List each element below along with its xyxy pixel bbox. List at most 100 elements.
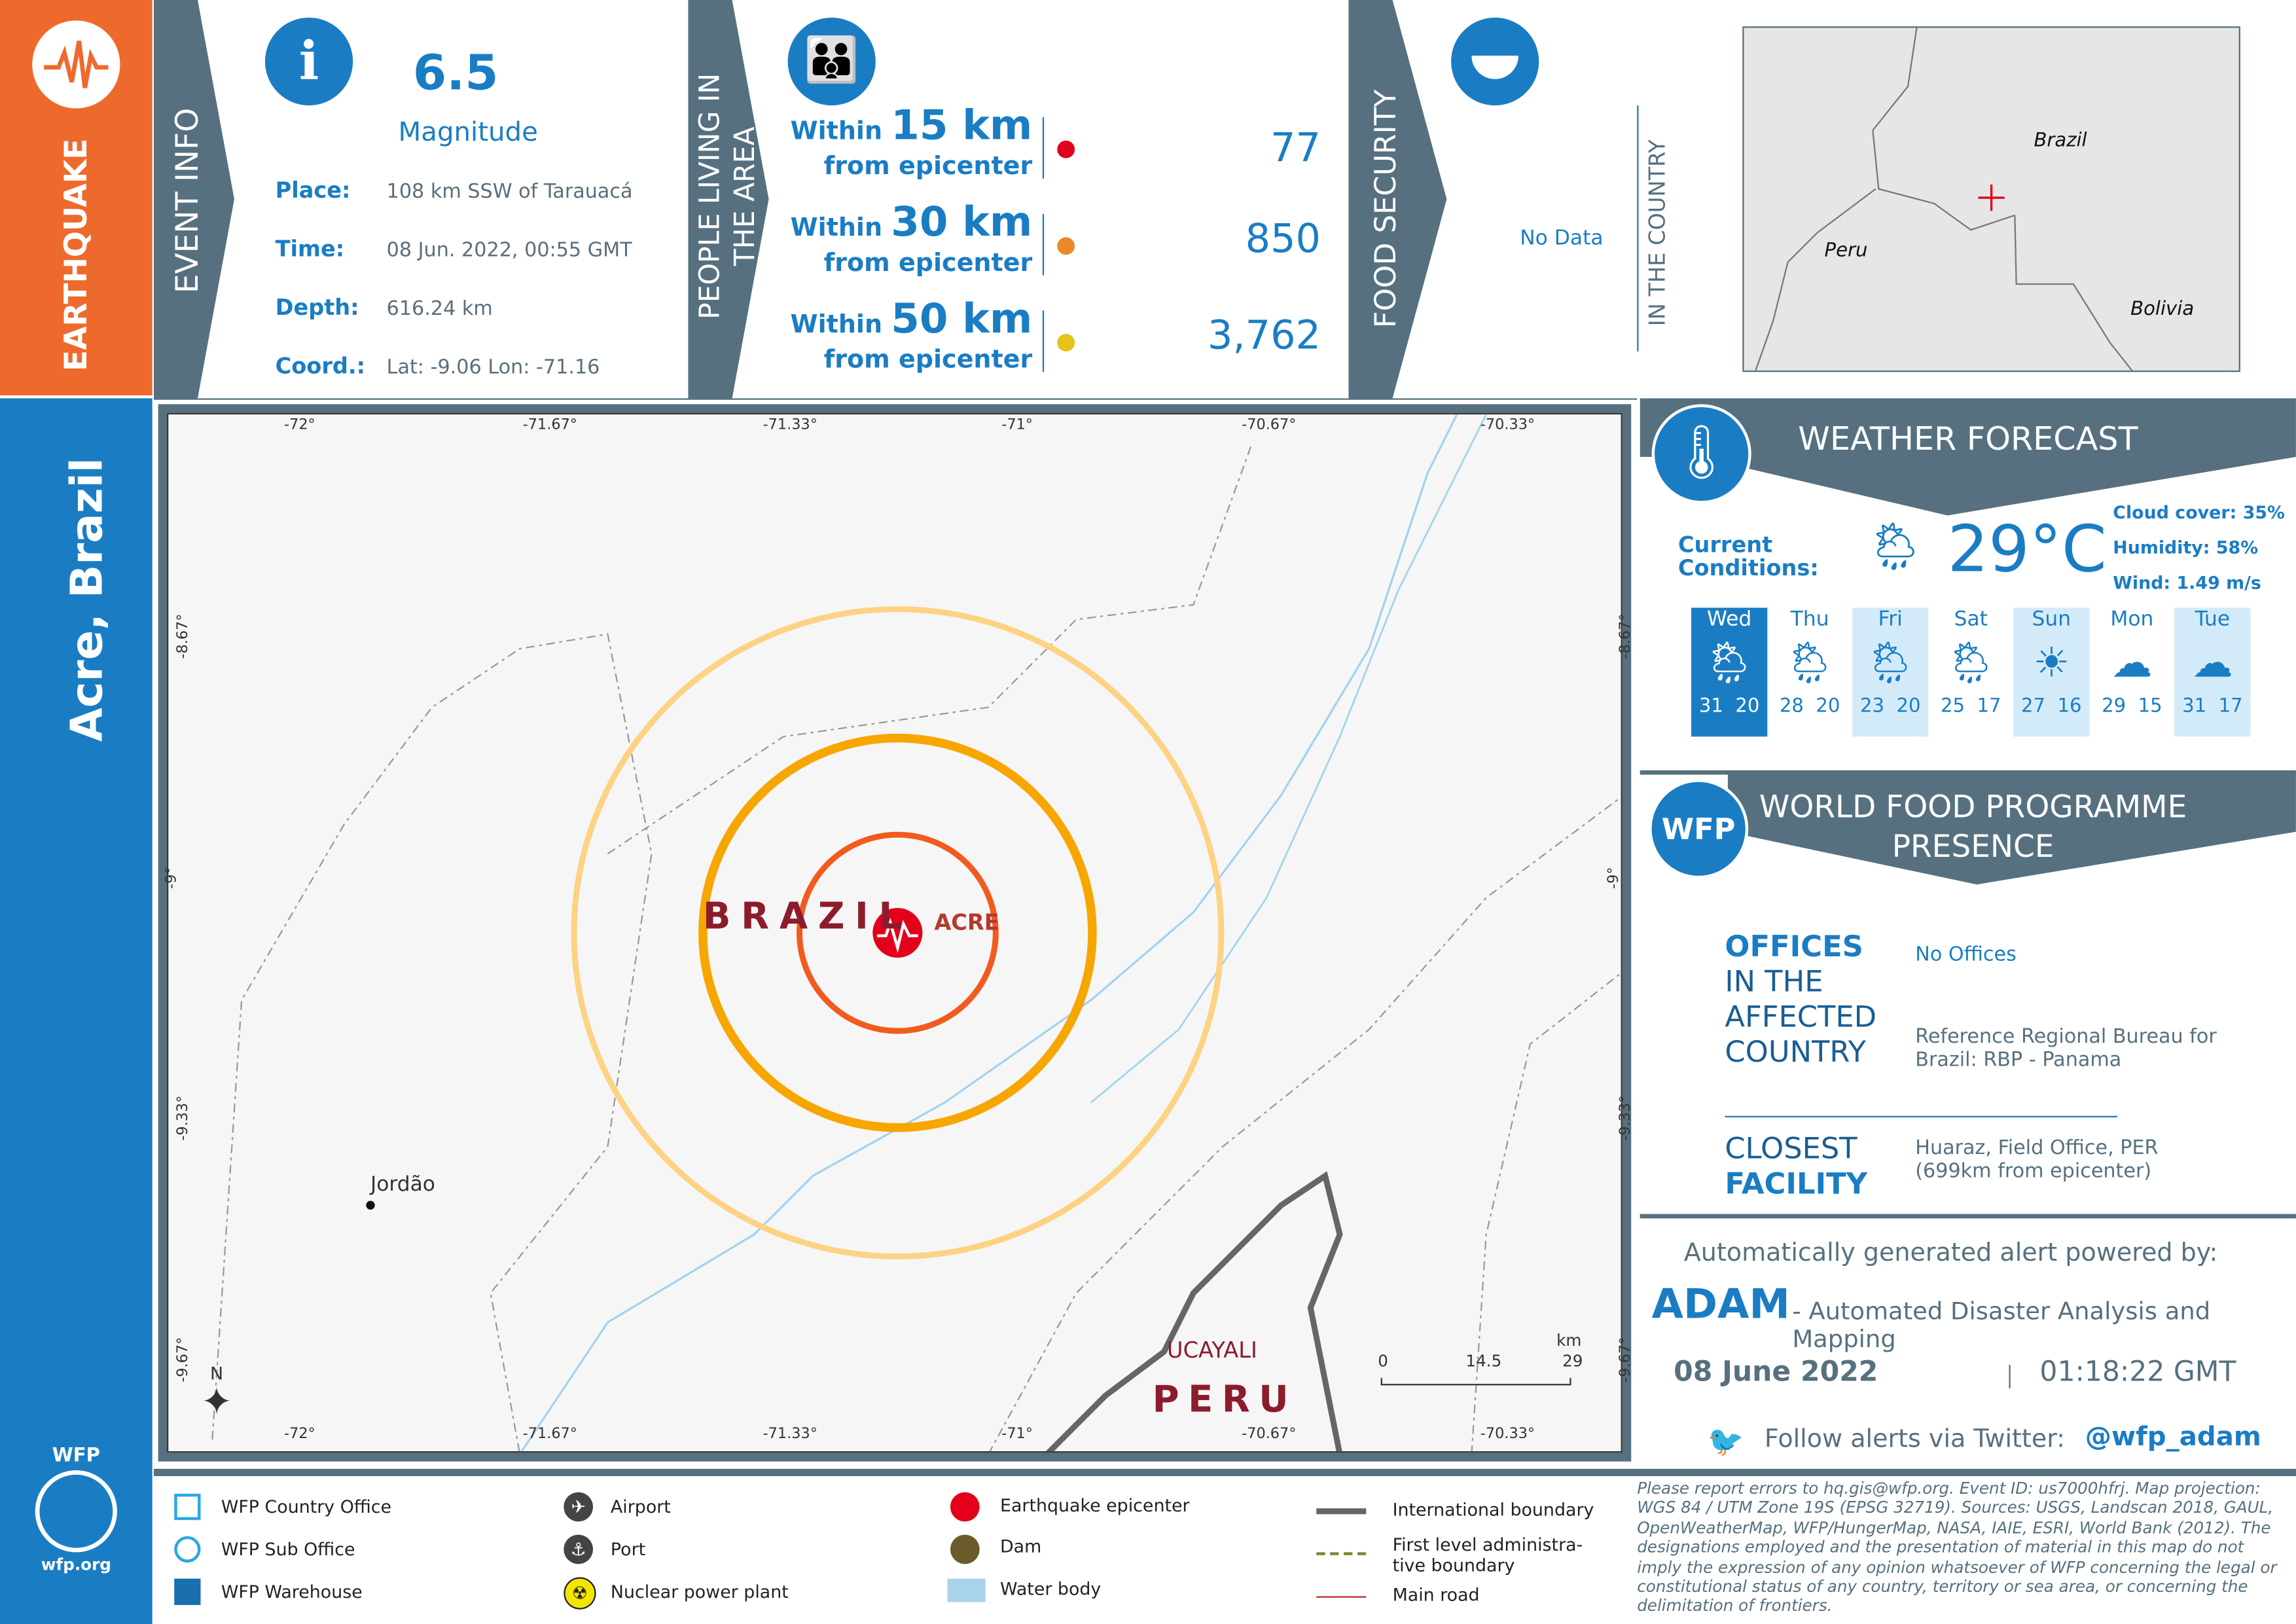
twitter-text: Follow alerts via Twitter:: [1764, 1424, 2066, 1454]
label-jordao: Jordão: [370, 1172, 436, 1197]
forecast-day-wed: Wed 🌦 31 20: [1691, 607, 1768, 737]
current-temp: 29°C: [1947, 513, 2107, 588]
alert-date: 08 June 2022: [1674, 1356, 1878, 1388]
impact-rings: [366, 606, 1225, 1259]
x-tick-label: -70.67°: [1242, 1426, 1297, 1443]
ring-15km-circle: [797, 831, 999, 1034]
offices-value: No Offices: [1915, 943, 2017, 967]
food-scope: IN THE COUNTRY: [1644, 139, 1671, 327]
count-50km: 3,762: [1208, 313, 1321, 359]
food-security-header: FOOD SECURITY: [1367, 89, 1403, 329]
magnitude-label: Magnitude: [398, 117, 538, 148]
inset-label-peru: Peru: [1824, 240, 1868, 262]
clouds-icon: ☁: [2111, 638, 2153, 687]
reference-bureau: Reference Regional Bureau for Brazil: RB…: [1915, 1025, 2217, 1072]
closest-label: CLOSEST FACILITY: [1725, 1130, 1868, 1201]
presence-title: WORLD FOOD PROGRAMME PRESENCE: [1759, 789, 2187, 864]
weather-banner: [1640, 398, 2296, 516]
current-label: Current Conditions:: [1677, 532, 1819, 582]
y-tick-label: -9.33°: [175, 1095, 192, 1141]
y-tick-label: -8.67°: [1617, 613, 1634, 659]
weather-stats: Cloud cover: 35% Humidity: 58% Wind: 1.49 …: [2113, 502, 2285, 594]
adam-full: - Automated Disaster Analysis and Mappin…: [1792, 1297, 2211, 1354]
x-tick-label: -72°: [284, 417, 315, 434]
location-strip: Acre, Brazil WFP wfp.org: [0, 398, 152, 1624]
people-header: PEOPLE LIVING IN THE AREA: [694, 73, 762, 319]
inset-map: Brazil Peru Bolivia: [1742, 26, 2240, 372]
count-30km: 850: [1245, 217, 1321, 262]
current-weather-icon: 🌦: [1865, 518, 1926, 574]
header-arrows: [153, 0, 1447, 399]
thermometer-icon: 🌡: [1651, 404, 1751, 504]
label-ucayali: UCAYALI: [1167, 1337, 1257, 1363]
twitter-handle-link[interactable]: @wfp_adam: [2085, 1422, 2261, 1453]
label-brazil: BRAZIL: [702, 894, 912, 937]
main-map[interactable]: BRAZIL ACRE Jordão UCAYALI PERU N ✦ 0 14.…: [158, 404, 1634, 1462]
x-tick-label: -70.67°: [1242, 417, 1297, 434]
sun-icon: ☀: [2033, 638, 2070, 687]
x-tick-label: -70.33°: [1480, 417, 1535, 434]
epicenter-icon: [872, 908, 923, 958]
ring-30km: Within 30 km from epicenter: [790, 198, 1033, 279]
earthquake-icon: [32, 20, 120, 109]
forecast-day-fri: Fri 🌦 23 20: [1852, 607, 1929, 737]
legend: WFP Country Office WFP Sub Office WFP Wa…: [154, 1476, 1633, 1624]
info-icon: i: [264, 17, 353, 106]
sun-cloud-rain-icon: 🌦: [1945, 638, 1998, 687]
x-tick-label: -71°: [1001, 417, 1033, 434]
forecast-day-mon: Mon ☁ 29 15: [2094, 607, 2170, 736]
forecast-day-sun: Sun ☀ 27 16: [2013, 607, 2090, 737]
port-icon: ⚓: [564, 1534, 594, 1564]
food-bowl-icon: [1451, 17, 1539, 106]
dot-orange: [1057, 237, 1075, 255]
wfp-logo: WFP wfp.org: [18, 1445, 135, 1574]
people-icon: 👪: [787, 17, 876, 106]
y-tick-label: -9.67°: [175, 1337, 192, 1382]
magnitude-value: 6.5: [412, 44, 499, 101]
admin-boundary-line: [1316, 1552, 1367, 1555]
town-dot: [366, 1200, 375, 1210]
x-tick-label: -72°: [284, 1426, 315, 1443]
x-tick-label: -71.33°: [762, 417, 817, 434]
x-tick-label: -71.33°: [762, 1426, 817, 1443]
wfp-badge: WFP: [1649, 779, 1749, 879]
ring-30km-circle: [698, 733, 1097, 1132]
scale-bar: 0 14.5 km 29: [1378, 1320, 1583, 1386]
ring-50km-circle: [571, 606, 1225, 1259]
powered-by: Automatically generated alert powered by…: [1683, 1238, 2218, 1269]
count-15km: 77: [1270, 126, 1321, 171]
closest-value: Huaraz, Field Office, PER (699km from ep…: [1915, 1136, 2159, 1183]
intl-boundary-line: [1316, 1508, 1367, 1515]
ring-50km: Within 50 km from epicenter: [790, 294, 1033, 375]
y-tick-label: -9°: [1606, 867, 1623, 889]
ring-15km: Within 15 km from epicenter: [790, 101, 1033, 182]
location-title: Acre, Brazil: [62, 458, 114, 742]
water-body-icon: [947, 1578, 986, 1602]
clouds-icon: ☁: [2192, 638, 2233, 687]
x-tick-label: -71.67°: [522, 417, 578, 434]
disclaimer: Please report errors to hq.gis@wfp.org. …: [1637, 1479, 2277, 1616]
food-value: No Data: [1520, 226, 1604, 251]
forecast-day-sat: Sat 🌦 25 17: [1933, 607, 2009, 736]
y-tick-label: -9°: [164, 867, 181, 889]
map-canvas: [211, 414, 1621, 1452]
alert-time: 01:18:22 GMT: [2039, 1356, 2236, 1388]
weather-title: WEATHER FORECAST: [1798, 422, 2138, 459]
inset-label-brazil: Brazil: [2034, 130, 2087, 153]
y-tick-label: -9.67°: [1617, 1337, 1634, 1382]
adam-logo: ADAM: [1651, 1280, 1790, 1329]
twitter-icon[interactable]: 🐦: [1707, 1423, 1744, 1459]
hazard-title: EARTHQUAKE: [58, 138, 94, 371]
label-acre: ACRE: [934, 909, 999, 936]
sun-cloud-rain-icon: 🌦: [1784, 638, 1836, 687]
event-info-header: EVENT INFO: [170, 107, 206, 294]
country-office-icon: [174, 1493, 201, 1521]
label-peru: PERU: [1152, 1378, 1298, 1421]
sun-cloud-rain-icon: 🌦: [1864, 638, 1916, 687]
hazard-strip: EARTHQUAKE: [0, 0, 152, 396]
x-tick-label: -71.67°: [522, 1426, 578, 1443]
main-road-line: [1316, 1596, 1367, 1598]
nuclear-icon: ☢: [564, 1577, 596, 1610]
y-tick-label: -8.67°: [175, 613, 192, 659]
y-tick-label: -9.33°: [1617, 1095, 1634, 1141]
